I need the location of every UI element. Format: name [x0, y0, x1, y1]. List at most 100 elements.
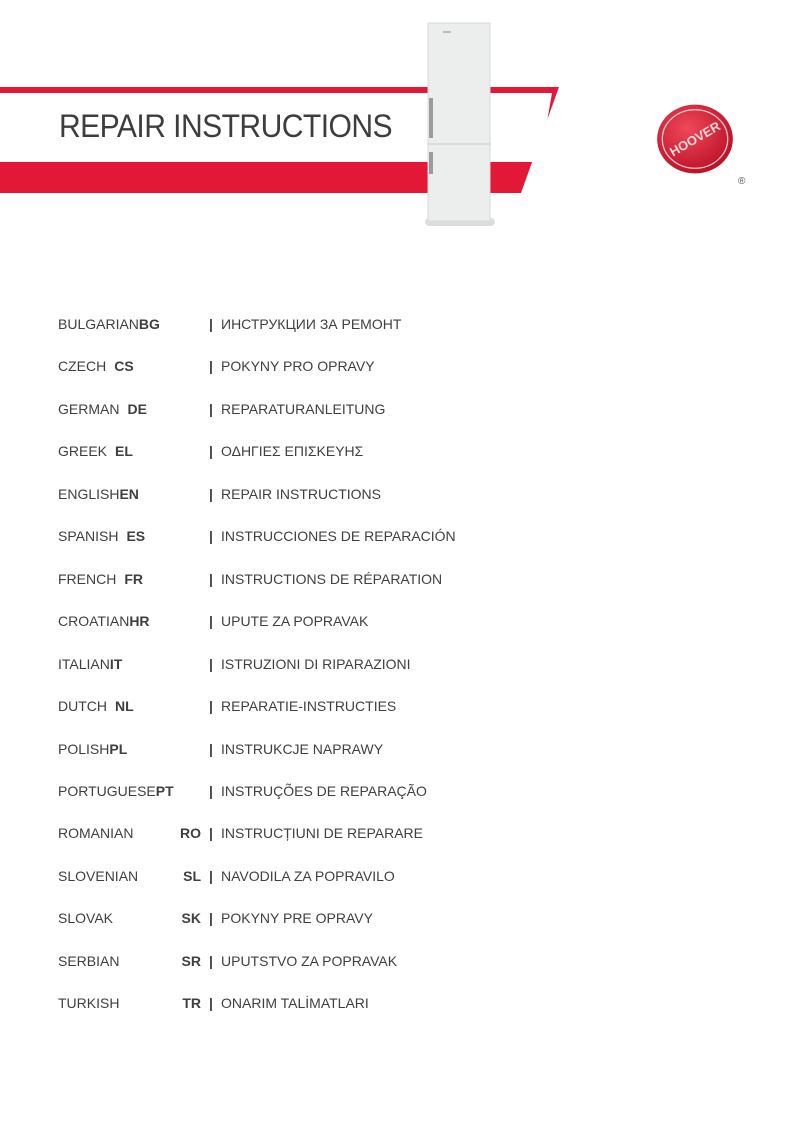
language-name: SLOVENIAN — [58, 867, 139, 884]
language-code: FR — [124, 570, 144, 587]
separator: | — [209, 698, 213, 715]
separator: | — [209, 613, 213, 630]
separator: | — [209, 570, 213, 587]
hoover-logo: HOOVER — [657, 104, 733, 174]
separator: | — [209, 867, 213, 884]
language-name: DUTCH — [58, 698, 107, 715]
language-code: BG — [138, 316, 160, 332]
language-code: EL — [115, 443, 133, 460]
translated-title: POKYNY PRO OPRAVY — [221, 358, 375, 375]
language-code: EN — [119, 485, 139, 502]
language-name: SPANISH — [58, 528, 119, 545]
translated-title: REPARATIE-INSTRUCTIES — [221, 698, 397, 715]
language-code: SR — [181, 952, 201, 969]
language-label: SLOVAK SK — [58, 909, 203, 927]
language-code: IT — [109, 655, 123, 672]
language-code: SL — [183, 867, 201, 884]
language-name: BULGARIAN — [58, 316, 139, 332]
language-label: FRENCH FR — [58, 570, 203, 588]
language-name: GERMAN — [58, 400, 120, 417]
language-row: SLOVAK SK | POKYNY PRE OPRAVY — [58, 909, 508, 927]
language-name: CZECH — [58, 358, 107, 375]
translated-title: INSTRUCȚIUNI DE REPARARE — [221, 825, 423, 842]
language-label: CZECH CS — [58, 357, 203, 375]
translated-title: INSTRUKCJE NAPRAWY — [221, 740, 384, 757]
separator: | — [209, 910, 213, 927]
language-name: SLOVAK — [58, 910, 113, 927]
page-title: REPAIR INSTRUCTIONS — [59, 108, 393, 144]
language-label: ENGLISH EN — [58, 485, 203, 503]
language-row: ITALIAN IT | ISTRUZIONI DI RIPARAZIONI — [58, 655, 508, 673]
separator: | — [209, 400, 213, 417]
language-name: CROATIAN — [58, 613, 130, 630]
language-name: PORTUGUESE — [58, 782, 156, 799]
separator: | — [209, 740, 213, 757]
language-label: CROATIAN HR — [58, 612, 203, 630]
language-name: TURKISH — [58, 995, 120, 1012]
language-name: ITALIAN — [58, 655, 110, 672]
language-label: GREEK EL — [58, 442, 203, 460]
language-label: SERBIAN SR — [58, 952, 203, 970]
translated-title: NAVODILA ZA POPRAVILO — [221, 867, 395, 884]
language-code: PL — [109, 740, 128, 757]
language-row: GREEK EL | ΟΔΗΓΙΕΣ ΕΠΙΣΚΕΥΗΣ — [58, 442, 508, 460]
separator: | — [209, 485, 213, 502]
language-label: GERMAN DE — [58, 400, 203, 418]
language-label: TURKISH TR — [58, 994, 203, 1012]
language-row: ROMANIAN RO | INSTRUCȚIUNI DE REPARARE — [58, 824, 508, 842]
translated-title: REPAIR INSTRUCTIONS — [221, 485, 381, 502]
language-label: PORTUGUESE PT — [58, 782, 203, 800]
separator: | — [209, 952, 213, 969]
language-code: PT — [155, 782, 174, 799]
language-name: SERBIAN — [58, 952, 120, 969]
language-label: POLISH PL — [58, 740, 203, 758]
language-label: SPANISH ES — [58, 527, 203, 545]
translated-title: INSTRUCTIONS DE RÉPARATION — [221, 570, 443, 587]
language-row: BULGARIAN BG | ИНСТРУКЦИИ ЗА РЕМОНТ — [58, 315, 508, 333]
language-code: DE — [127, 400, 147, 417]
language-code: CS — [114, 358, 134, 375]
language-name: ROMANIAN — [58, 825, 134, 842]
language-row: ENGLISH EN | REPAIR INSTRUCTIONS — [58, 485, 508, 503]
language-row: CZECH CS | POKYNY PRO OPRAVY — [58, 357, 508, 375]
language-row: SLOVENIAN SL | NAVODILA ZA POPRAVILO — [58, 867, 508, 885]
language-code: NL — [115, 698, 134, 715]
translated-title: POKYNY PRE OPRAVY — [221, 910, 373, 927]
separator: | — [209, 443, 213, 460]
language-label: BULGARIAN BG — [58, 315, 203, 333]
language-label: ROMANIAN RO — [58, 824, 203, 842]
separator: | — [209, 528, 213, 545]
translated-title: REPARATURANLEITUNG — [221, 400, 386, 417]
separator: | — [209, 655, 213, 672]
fridge-image — [425, 22, 495, 226]
registered-mark: ® — [738, 176, 746, 187]
language-name: FRENCH — [58, 570, 117, 587]
language-code: RO — [180, 825, 201, 842]
language-code: HR — [129, 613, 150, 630]
language-name: GREEK — [58, 443, 108, 460]
translated-title: UPUTSTVO ZA POPRAVAK — [221, 952, 398, 969]
separator: | — [209, 782, 213, 799]
separator: | — [209, 316, 213, 332]
translated-title: UPUTE ZA POPRAVAK — [221, 613, 369, 630]
language-label: DUTCH NL — [58, 697, 203, 715]
white-inner-band — [0, 93, 552, 162]
header-banner — [0, 22, 559, 226]
language-name: ENGLISH — [58, 485, 120, 502]
language-row: GERMAN DE | REPARATURANLEITUNG — [58, 400, 508, 418]
language-label: SLOVENIAN SL — [58, 867, 203, 885]
language-code: SK — [181, 910, 201, 927]
language-row: SERBIAN SR | UPUTSTVO ZA POPRAVAK — [58, 952, 508, 970]
translated-title: ISTRUZIONI DI RIPARAZIONI — [221, 655, 411, 672]
separator: | — [209, 825, 213, 842]
language-name: POLISH — [58, 740, 110, 757]
translated-title: INSTRUÇÕES DE REPARAÇÃO — [221, 782, 427, 799]
language-row: DUTCH NL | REPARATIE-INSTRUCTIES — [58, 697, 508, 715]
language-row: PORTUGUESE PT | INSTRUÇÕES DE REPARAÇÃO — [58, 782, 508, 800]
translated-title: ИНСТРУКЦИИ ЗА РЕМОНТ — [221, 316, 402, 332]
translated-title: INSTRUCCIONES DE REPARACIÓN — [221, 528, 456, 545]
language-label: ITALIAN IT — [58, 655, 203, 673]
language-row: FRENCH FR | INSTRUCTIONS DE RÉPARATION — [58, 570, 508, 588]
language-code: TR — [182, 995, 201, 1012]
separator: | — [209, 358, 213, 375]
